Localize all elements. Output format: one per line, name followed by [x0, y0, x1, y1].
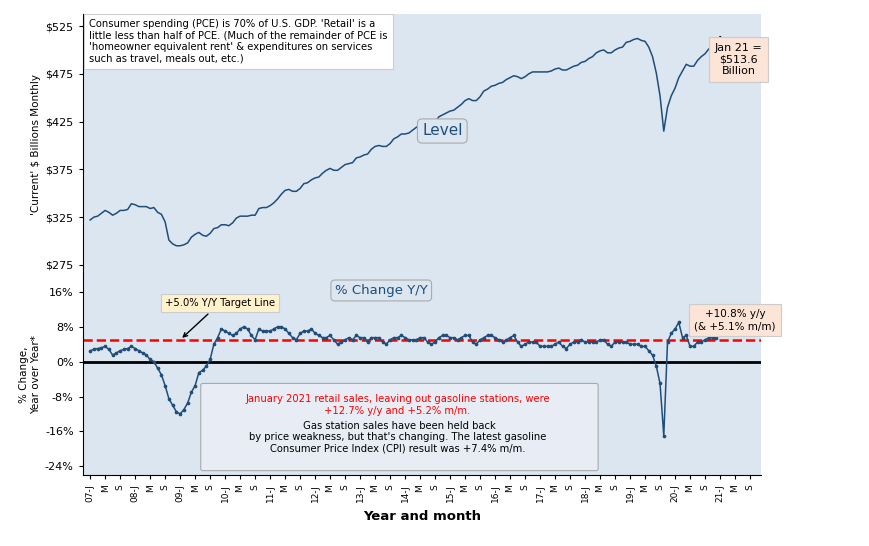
Text: % Change Y/Y: % Change Y/Y — [335, 284, 428, 297]
Y-axis label: % Change,
Year over Year*: % Change, Year over Year* — [19, 335, 41, 414]
Text: Gas station sales have been held back
by price weakness, but that's changing. Th: Gas station sales have been held back by… — [249, 420, 546, 454]
X-axis label: Year and month: Year and month — [362, 511, 481, 523]
Text: Jan 21 =
$513.6
Billion: Jan 21 = $513.6 Billion — [714, 37, 762, 76]
Text: Level: Level — [421, 123, 462, 139]
Text: +10.8% y/y
(& +5.1% m/m): +10.8% y/y (& +5.1% m/m) — [693, 310, 775, 331]
Text: January 2021 retail sales, leaving out gasoline stations, were
+12.7% y/y and +5: January 2021 retail sales, leaving out g… — [245, 394, 549, 416]
FancyBboxPatch shape — [201, 383, 598, 471]
Y-axis label: 'Current' $ Billions Monthly: 'Current' $ Billions Monthly — [31, 74, 41, 215]
Text: Consumer spending (PCE) is 70% of U.S. GDP. 'Retail' is a
little less than half : Consumer spending (PCE) is 70% of U.S. G… — [90, 19, 388, 64]
Text: +5.0% Y/Y Target Line: +5.0% Y/Y Target Line — [165, 298, 275, 337]
